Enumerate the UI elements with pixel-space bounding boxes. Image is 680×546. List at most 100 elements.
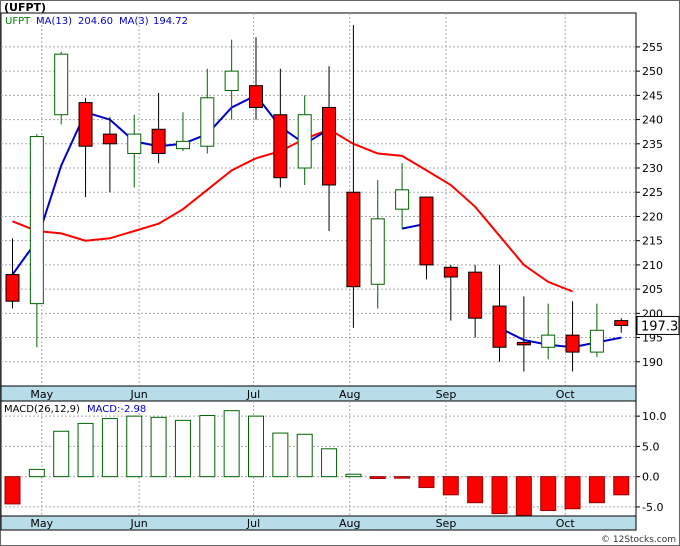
macd-bar-negative <box>418 476 435 489</box>
macd-bar-negative <box>369 476 386 479</box>
macd-legend-label: MACD(26,12,9) <box>4 404 80 415</box>
price-x-tick-label: May <box>30 388 53 401</box>
candle <box>151 92 166 164</box>
macd-bar-negative <box>4 476 21 505</box>
candle <box>395 163 410 229</box>
price-x-tick-label: Sep <box>436 388 457 401</box>
candle-body-down <box>102 133 117 145</box>
macd-bar-negative <box>564 476 581 510</box>
candle-body-down <box>151 128 166 154</box>
candle-body-up <box>54 53 69 116</box>
price-y-tick-label: 210 <box>642 259 663 272</box>
candle-body-down <box>346 191 361 288</box>
candle-body-down <box>614 320 629 326</box>
macd-y-tick-label: 10.0 <box>642 410 667 423</box>
legend-ma3-label: MA(3) <box>119 16 149 27</box>
candle <box>29 134 44 348</box>
macd-bar-positive <box>77 422 94 478</box>
macd-x-axis: May Jun Jul Aug Sep Oct <box>30 517 575 530</box>
candle-body-down <box>5 274 20 302</box>
candle-body-up <box>127 133 142 154</box>
macd-x-tick-label: May <box>30 517 53 530</box>
macd-bar-positive <box>321 448 338 478</box>
candle-body-down <box>419 196 434 266</box>
candle <box>468 264 483 338</box>
candle <box>102 117 117 193</box>
candle-body-up <box>224 70 239 92</box>
macd-bar-positive <box>272 432 289 478</box>
candle-body-up <box>200 97 215 147</box>
candle-body-up <box>541 334 556 348</box>
price-y-tick-label: 255 <box>642 41 663 54</box>
candle-body-down <box>468 271 483 319</box>
price-y-tick-label: 190 <box>642 356 663 369</box>
candle <box>565 301 580 372</box>
candle <box>297 95 312 185</box>
macd-bar-negative <box>588 476 605 504</box>
candle-body-up <box>589 329 604 353</box>
candle-body-up <box>175 140 190 150</box>
candle <box>5 238 20 309</box>
price-panel: 1901952002052102152202252302352402452502… <box>0 12 680 402</box>
macd-bar-negative <box>491 476 508 515</box>
price-y-tick-label: 250 <box>642 65 663 78</box>
candle <box>175 112 190 152</box>
legend-ma3-value: 194.72 <box>153 16 188 27</box>
macd-x-tick-label: Oct <box>556 517 576 530</box>
macd-panel: -5.00.05.010.0 MACD(26,12,9) MACD:-2.98 … <box>0 400 667 531</box>
price-x-tick-label: Jun <box>130 388 148 401</box>
candle-body-up <box>29 136 44 305</box>
candle-body-down <box>249 85 263 108</box>
macd-x-tick-label: Jul <box>246 517 260 530</box>
macd-x-axis-band <box>0 515 637 531</box>
candle-body-down <box>492 305 507 348</box>
candle <box>127 114 142 188</box>
macd-y-tick-label: 5.0 <box>642 440 660 453</box>
candle <box>541 303 556 360</box>
macd-x-tick-label: Aug <box>339 517 360 530</box>
price-y-tick-label: 240 <box>642 114 663 127</box>
macd-bar-positive <box>174 419 191 478</box>
candle <box>249 37 263 120</box>
macd-bar-negative <box>540 476 557 512</box>
candle-body-down <box>516 341 531 346</box>
price-y-tick-label: 235 <box>642 138 663 151</box>
candle <box>54 51 69 125</box>
macd-bar-positive <box>101 418 118 478</box>
legend-ma13-label: MA(13) <box>36 16 72 27</box>
candle-body-down <box>443 266 458 278</box>
candle-body-up <box>395 189 410 210</box>
price-y-tick-label: 230 <box>642 162 663 175</box>
candlesticks <box>5 25 629 372</box>
candle <box>273 68 288 188</box>
candle <box>419 196 434 280</box>
price-x-tick-label: Jul <box>246 388 260 401</box>
macd-y-axis: -5.0 0.0 5.0 10.0 <box>636 410 667 514</box>
macd-bar-negative <box>442 476 459 496</box>
price-y-tick-label: 215 <box>642 235 663 248</box>
macd-bar-negative <box>394 476 411 479</box>
price-y-tick-label: 220 <box>642 210 663 223</box>
candle-body-down <box>273 114 288 179</box>
last-price-box <box>636 315 680 335</box>
macd-bar-positive <box>53 430 70 478</box>
candle-body-up <box>370 218 385 285</box>
last-price-label: 197.3 <box>641 319 678 334</box>
candle <box>614 318 629 333</box>
macd-bar-positive <box>223 410 240 478</box>
macd-bar-positive <box>199 415 216 478</box>
price-x-axis: May Jun Jul Aug Sep Oct <box>30 388 575 401</box>
price-y-tick-label: 245 <box>642 89 663 102</box>
price-y-tick-label: 225 <box>642 186 663 199</box>
candle <box>224 39 239 120</box>
macd-bar-positive <box>150 416 167 478</box>
macd-bar-negative <box>515 476 532 516</box>
candle <box>443 264 458 321</box>
macd-y-tick-label: 0.0 <box>642 471 660 484</box>
candle <box>322 66 337 231</box>
macd-legend-value: MACD:-2.98 <box>87 404 146 415</box>
candle <box>78 97 93 198</box>
candle <box>346 25 361 328</box>
price-x-tick-label: Oct <box>556 388 576 401</box>
